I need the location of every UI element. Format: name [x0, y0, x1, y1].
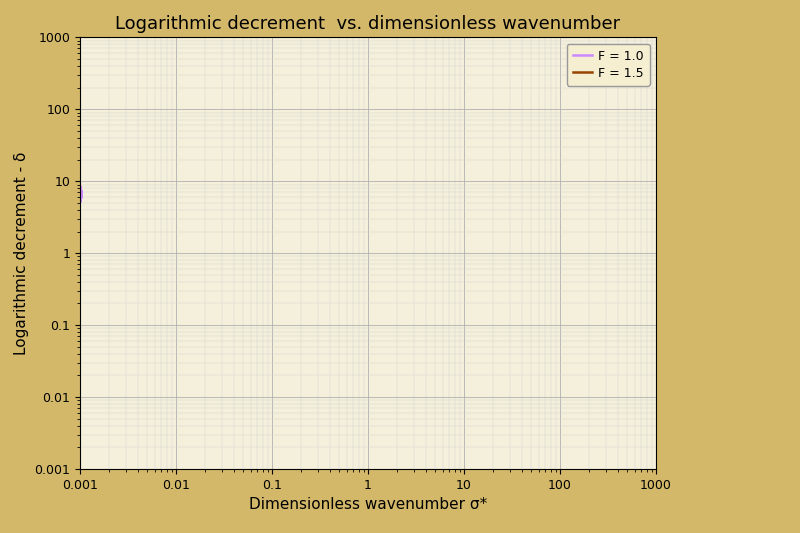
F = 1.0: [66, 167, 75, 173]
Line: F = 1.0: F = 1.0: [70, 170, 82, 218]
Y-axis label: Logarithmic decrement - δ: Logarithmic decrement - δ: [14, 151, 29, 355]
F = 1.0: [74, 203, 83, 209]
F = 1.5: [67, 187, 77, 193]
F = 1.0: [68, 169, 78, 176]
F = 1.0: [66, 215, 75, 221]
F = 1.0: [70, 209, 80, 215]
F = 1.5: [67, 187, 77, 193]
F = 1.5: [66, 177, 75, 184]
F = 1.5: [67, 185, 77, 191]
F = 1.0: [66, 214, 76, 221]
Title: Logarithmic decrement  vs. dimensionless wavenumber: Logarithmic decrement vs. dimensionless …: [115, 15, 621, 33]
Legend: F = 1.0, F = 1.5: F = 1.0, F = 1.5: [566, 44, 650, 86]
F = 1.0: [72, 207, 82, 213]
F = 1.5: [67, 189, 77, 196]
F = 1.5: [66, 196, 75, 202]
F = 1.5: [67, 186, 77, 192]
F = 1.5: [67, 185, 77, 192]
F = 1.5: [67, 191, 77, 198]
Line: F = 1.5: F = 1.5: [70, 181, 72, 199]
F = 1.0: [77, 191, 86, 197]
X-axis label: Dimensionless wavenumber σ*: Dimensionless wavenumber σ*: [249, 497, 487, 512]
F = 1.0: [73, 177, 82, 183]
